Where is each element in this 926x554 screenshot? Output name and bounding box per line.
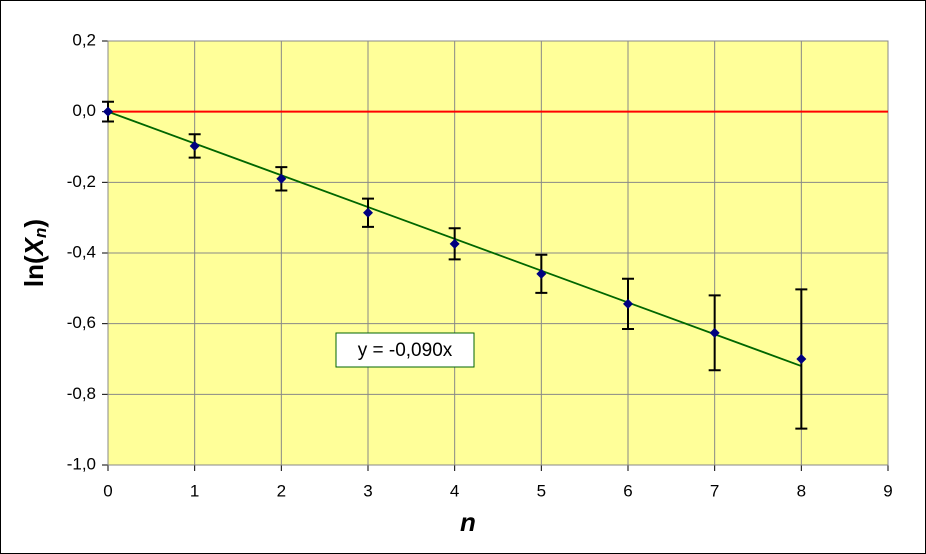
x-tick-label: 7	[710, 481, 719, 500]
y-title-part: X	[19, 236, 49, 257]
plot-border	[107, 40, 889, 466]
point	[449, 238, 460, 249]
x-tick-label: 9	[883, 481, 892, 500]
point	[709, 327, 720, 338]
trendline-label: y = -0,090x	[358, 340, 453, 361]
point	[623, 298, 633, 309]
trendline-label-box	[335, 332, 475, 368]
y-tick-label: -0,8	[67, 384, 96, 403]
y-tick-label: -1,0	[67, 454, 96, 473]
x-tick-label: 6	[623, 481, 632, 500]
y-tick-label: 0,0	[72, 101, 96, 120]
y-title-part: )	[19, 219, 49, 228]
y-tick-label: -0,6	[67, 313, 96, 332]
x-tick-label: 8	[797, 481, 806, 500]
y-tick-label: 0,2	[72, 30, 96, 49]
y-title-part: n	[31, 228, 50, 238]
x-tick-label: 2	[277, 481, 286, 500]
x-tick-label: 4	[450, 481, 459, 500]
x-tick-label: 3	[363, 481, 372, 500]
y-tick-label: -0,2	[67, 172, 96, 191]
x-tick-label: 1	[190, 481, 199, 500]
y-tick-label: -0,4	[67, 242, 96, 261]
point	[189, 140, 200, 151]
y-title-part: ln(	[19, 255, 49, 287]
y-axis-title: ln(Xn)	[19, 219, 51, 287]
point	[103, 106, 113, 117]
x-tick-label: 5	[537, 481, 546, 500]
x-tick-label: 0	[103, 481, 112, 500]
point	[796, 354, 807, 364]
point	[536, 268, 547, 279]
point	[363, 207, 373, 218]
x-axis-title: n	[460, 507, 476, 537]
point	[276, 173, 287, 184]
